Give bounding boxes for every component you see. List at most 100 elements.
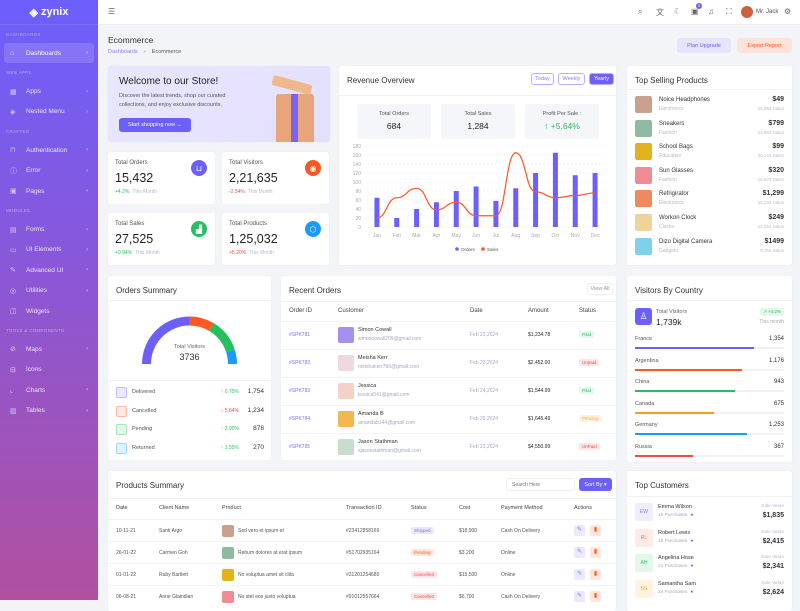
sidebar-item-error[interactable]: ⓘ Error ›	[4, 161, 94, 181]
plan-upgrade-button[interactable]: Plan Upgrade	[677, 38, 731, 53]
order-id[interactable]: #SPK785	[289, 444, 311, 450]
tab-yearly[interactable]: Yearly	[589, 73, 614, 85]
stat-change-value: +0.94%	[115, 250, 133, 256]
edit-icon[interactable]: ✎	[574, 525, 585, 536]
sidebar-item-label: Nested Menu	[26, 108, 65, 116]
menu-toggle-icon[interactable]: ☰	[108, 7, 116, 16]
sidebar-item-pages[interactable]: ▣ Pages ›	[4, 181, 94, 201]
x-tick-label: Apr	[433, 233, 441, 239]
chart-icon: ⌞	[10, 387, 14, 395]
bar-orders-sep	[533, 173, 539, 227]
fullscreen-icon[interactable]: ⛶	[726, 7, 732, 16]
stat-period: This Month	[135, 250, 160, 256]
customer-name: Jason Stathman	[358, 439, 398, 445]
product-list-item[interactable]: Workon Clock Clocks $249 12,451 Sales	[627, 212, 792, 234]
sidebar-item-dashboards[interactable]: ⌂ Dashboards ›	[4, 43, 94, 64]
product-thumbnail	[635, 96, 652, 113]
sidebar-item-ui-elements[interactable]: ▭ UI Elements ›	[4, 240, 94, 260]
stat-change: -2.54% This Month	[229, 189, 273, 195]
chevron-right-icon: ›	[86, 50, 88, 57]
country-progress-track	[635, 454, 784, 457]
start-shopping-button[interactable]: Start shopping now →	[119, 118, 191, 132]
trash-icon[interactable]: ▮	[590, 591, 601, 602]
sidebar-item-icons[interactable]: ⊟ Icons	[4, 360, 94, 380]
trash-icon[interactable]: ▮	[590, 547, 601, 558]
customer-name: Amanda B	[358, 411, 384, 417]
customer-list-item[interactable]: RL Robert Lewis 18 Purchases ● Sale Value $2,…	[627, 528, 792, 552]
trash-icon[interactable]: ▮	[590, 525, 601, 536]
logo[interactable]: ◈ zynix	[0, 0, 98, 25]
order-date: Feb 23,2024	[470, 360, 499, 366]
product-price: $320	[768, 166, 784, 174]
sidebar-item-advanced-ui[interactable]: ✎ Advanced UI ›	[4, 260, 94, 280]
order-amount: $1,645.49	[528, 416, 551, 422]
customer-list-item[interactable]: SS Samantha Sam 24 Purchases ● Sale Value $2,…	[627, 579, 792, 603]
moon-icon[interactable]: ☾	[674, 7, 682, 16]
export-report-button[interactable]: Export Report	[737, 38, 792, 53]
order-id[interactable]: #SPK783	[289, 388, 311, 394]
edit-icon[interactable]: ✎	[574, 569, 585, 580]
country-progress-fill	[635, 411, 714, 414]
customer-purchases: 21 Purchases ●	[658, 564, 693, 569]
product-list-item[interactable]: Sneakers Fashion $799 14,862 Sales	[627, 118, 792, 140]
product-price: $1499	[764, 237, 784, 245]
customer-list-item[interactable]: AH Angelina Hose 21 Purchases ● Sale Value $2…	[627, 553, 792, 577]
basket-icon: ⊔	[191, 160, 207, 176]
sidebar-item-forms[interactable]: ▤ Forms ›	[4, 219, 94, 239]
trash-icon[interactable]: ▮	[590, 569, 601, 580]
view-all-button[interactable]: View All	[587, 283, 613, 295]
sidebar-item-charts[interactable]: ⌞ Charts ›	[4, 380, 94, 400]
order-id[interactable]: #SPK784	[289, 416, 311, 422]
sidebar-item-tables[interactable]: ▥ Tables ›	[4, 400, 94, 420]
user-name[interactable]: Mr. Jack	[756, 9, 779, 15]
customer-initials-avatar: RL	[635, 528, 653, 547]
search-input[interactable]	[506, 478, 575, 491]
sidebar-item-nested-menu[interactable]: ◈ Nested Menu ›	[4, 102, 94, 122]
product-sales: 15,064 Sales	[757, 106, 784, 111]
product-list-item[interactable]: Sun Glasses Fashion $320 18,673 Sales	[627, 165, 792, 187]
cell-product: Sed vero et ipsum et	[238, 528, 284, 534]
country-progress-track	[635, 433, 784, 435]
sidebar-item-label: Dashboards	[26, 49, 62, 57]
breadcrumb-dashboards[interactable]: Dashboards	[108, 49, 138, 55]
avatar[interactable]	[741, 6, 753, 18]
translate-icon[interactable]: 文	[656, 8, 664, 17]
customer-initials-avatar: AH	[635, 554, 653, 572]
sidebar-item-utilities[interactable]: ◎ Utilities ›	[4, 281, 94, 301]
sidebar-section-label: TOOLS & COMPONENTS	[6, 328, 65, 334]
product-list-item[interactable]: Noice Headphones Electronics $49 15,064 Sal…	[627, 94, 792, 116]
product-sales: 20,124 Sales	[757, 153, 784, 159]
sidebar-item-authentication[interactable]: ⊓ Authentication ›	[4, 140, 94, 160]
bar-orders-jul	[493, 200, 499, 227]
customer-list-item[interactable]: EW Emma Wilson 15 Purchases ● Sale Value $1,8…	[627, 502, 792, 526]
product-thumbnail	[635, 119, 652, 137]
country-progress-track	[635, 411, 784, 414]
top-customers-card: Top Customers EW Emma Wilson 15 Purchases ●…	[627, 471, 792, 611]
cart-icon[interactable]: ▣ 5	[691, 3, 702, 16]
award-icon: ◎	[10, 287, 17, 295]
gear-icon[interactable]: ⚙	[784, 7, 792, 16]
order-id[interactable]: #SPK781	[289, 332, 311, 338]
search-icon[interactable]: ⌕	[638, 7, 643, 16]
customer-email: simoncowall209@gmail.com	[358, 336, 422, 342]
product-list-item[interactable]: School Bags Education $99 20,124 Sales	[627, 141, 792, 163]
sidebar-item-widgets[interactable]: ◫ Widgets	[4, 301, 94, 321]
bell-icon[interactable]: ♫	[708, 7, 714, 16]
user-icon: ♙	[635, 308, 652, 325]
country-progress-fill	[635, 368, 743, 371]
sale-value: $2,415	[762, 537, 784, 545]
tab-today[interactable]: Today	[531, 73, 554, 85]
product-name: Sun Glasses	[659, 167, 694, 174]
edit-icon[interactable]: ✎	[574, 547, 585, 558]
status-badge: Pending	[411, 549, 434, 556]
sidebar-item-maps[interactable]: ⊘ Maps ›	[4, 339, 94, 359]
sort-by-button[interactable]: Sort By ▾	[579, 478, 612, 491]
product-list-item[interactable]: Dizo Digital Camera Gadgets $1499 9,754 Sal…	[627, 236, 792, 258]
sidebar-item-apps[interactable]: ▦ Apps ›	[4, 81, 94, 101]
edit-icon[interactable]: ✎	[574, 591, 585, 602]
cell-transaction-id: #31201254680	[346, 572, 380, 578]
order-id[interactable]: #SPK782	[289, 360, 311, 366]
sidebar-item-label: UI Elements	[26, 246, 62, 254]
tab-weekly[interactable]: Weekly	[558, 73, 585, 85]
product-list-item[interactable]: Refrigirator Electronics $1,299 15,233 Sale…	[627, 188, 792, 210]
